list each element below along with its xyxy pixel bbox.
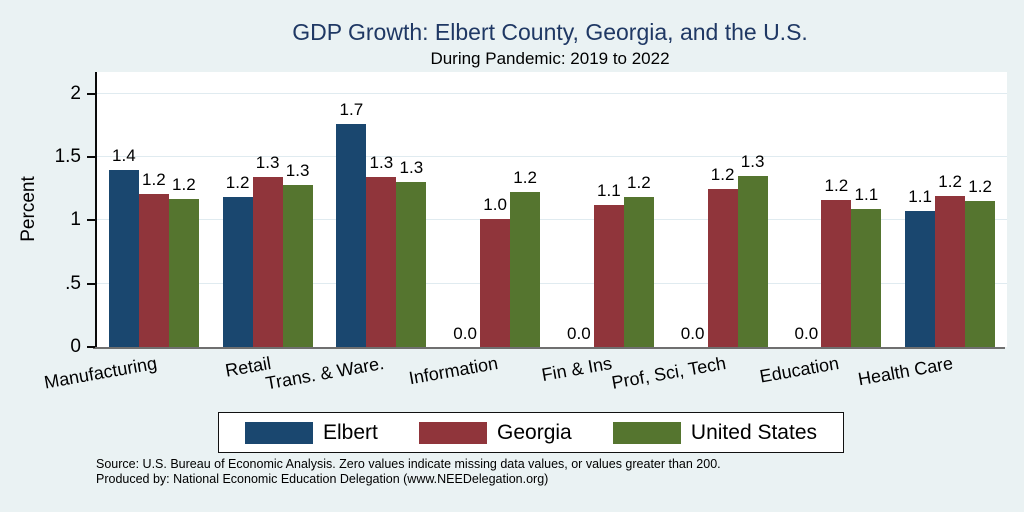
y-tick-mark — [87, 346, 95, 348]
x-axis — [93, 347, 1005, 349]
bar — [623, 197, 654, 347]
chart-title: GDP Growth: Elbert County, Georgia, and … — [292, 19, 808, 45]
bar-value-label: 1.2 — [225, 173, 250, 193]
bar-value-label: 1.1 — [854, 184, 879, 204]
bar-value-label: 1.2 — [627, 173, 651, 193]
x-tick-label: Health Care — [856, 353, 955, 390]
bar — [851, 208, 882, 347]
bar-value-label: 1.2 — [968, 177, 992, 197]
legend-swatch-georgia — [419, 421, 488, 444]
bar-group: 0.0 1.2 1.1 — [780, 72, 894, 347]
bar — [480, 219, 511, 347]
bar-value-label: 1.2 — [513, 168, 537, 188]
bar — [138, 193, 169, 347]
bar — [737, 175, 768, 347]
bar — [366, 177, 397, 347]
legend-label-elbert: Elbert — [323, 420, 378, 444]
plot-wrap: Percent 1.4 1.2 1.2 1.2 1.3 1.3 1.7 1.3 1.3 0.0 1.… — [18, 72, 1007, 393]
x-tick-label: Prof, Sci, Tech — [609, 353, 728, 393]
bar-value-label: 1.4 — [112, 145, 136, 165]
bar-group: 1.4 1.2 1.2 — [97, 72, 211, 347]
legend-swatch-elbert — [245, 421, 313, 444]
legend-label-georgia: Georgia — [497, 420, 572, 444]
bar-value-label: 1.2 — [710, 164, 735, 184]
legend-swatch-united-states — [612, 421, 681, 444]
bar — [821, 200, 852, 347]
bar-value-label: 1.3 — [255, 153, 280, 173]
y-tick-label: 1 — [70, 209, 81, 231]
x-tick-label: Education — [758, 353, 841, 387]
bar-group: 0.0 1.0 1.2 — [438, 72, 552, 347]
bar-value-label: 1.3 — [285, 160, 310, 180]
y-tick-label: 0 — [70, 336, 81, 357]
bar-value-label: 1.1 — [908, 187, 932, 207]
bar — [282, 184, 313, 347]
bar-value-label: 1.7 — [339, 99, 364, 119]
bar — [252, 177, 283, 347]
legend-item-georgia: Georgia — [419, 421, 572, 445]
x-tick-label: Trans. & Ware. — [264, 353, 386, 394]
plot-area: 1.4 1.2 1.2 1.2 1.3 1.3 1.7 1.3 1.3 0.0 1.0 1.2 0.0 1… — [95, 72, 1007, 347]
bar-group: 1.1 1.2 1.2 — [893, 72, 1007, 347]
source-note-line1: Source: U.S. Bureau of Economic Analysis… — [96, 457, 721, 471]
gridline — [97, 282, 1007, 284]
y-tick-label: .5 — [65, 272, 81, 294]
bar — [905, 211, 936, 347]
x-tick-label: Information — [407, 353, 500, 389]
bar — [965, 201, 996, 347]
chart-subtitle: During Pandemic: 2019 to 2022 — [430, 49, 670, 68]
gridline — [97, 92, 1007, 94]
bar-value-label: 1.1 — [597, 181, 621, 201]
bar — [396, 182, 427, 347]
bar-value-label: 0.0 — [680, 324, 705, 343]
x-tick-label: Fin & Ins — [539, 353, 614, 386]
bar-value-label: 1.3 — [740, 151, 765, 171]
bar — [168, 198, 199, 347]
y-tick-mark — [87, 282, 95, 285]
bar — [510, 192, 541, 347]
bar-value-label: 1.3 — [399, 158, 424, 178]
bar — [336, 123, 367, 347]
x-tick-label: Manufacturing — [42, 353, 159, 393]
source-note-line2: Produced by: National Economic Education… — [96, 472, 549, 486]
bar-value-label: 0.0 — [567, 324, 591, 343]
bar — [935, 196, 966, 347]
bar-value-label: 1.2 — [824, 176, 849, 195]
bar-group: 1.2 1.3 1.3 — [211, 72, 325, 347]
bar-value-label: 1.2 — [172, 174, 196, 194]
bar-value-label: 1.2 — [142, 169, 166, 189]
legend-item-united-states: United States — [612, 420, 817, 445]
bar — [707, 188, 738, 347]
legend-label-united-states: United States — [690, 420, 817, 444]
bar-group: 0.0 1.1 1.2 — [552, 72, 666, 347]
legend: Elbert Georgia United States — [218, 412, 844, 453]
gridline — [97, 155, 1007, 157]
bar-group: 0.0 1.2 1.3 — [666, 72, 780, 347]
bar-value-label: 0.0 — [453, 324, 477, 343]
bar — [593, 205, 624, 347]
bar-group: 1.7 1.3 1.3 — [325, 72, 439, 347]
legend-item-elbert: Elbert — [245, 421, 378, 445]
y-tick-mark — [87, 219, 95, 222]
bar-value-label: 1.2 — [938, 172, 962, 192]
y-tick-label: 2 — [70, 82, 81, 104]
gridline — [97, 219, 1007, 221]
y-tick-mark — [87, 92, 95, 95]
y-tick-mark — [87, 155, 95, 158]
bar-value-label: 1.0 — [483, 195, 507, 215]
bar-value-label: 1.3 — [369, 153, 394, 173]
bar — [108, 169, 139, 347]
y-axis-title: Percent — [18, 176, 39, 242]
y-tick-label: 1.5 — [54, 145, 81, 167]
bar — [222, 197, 253, 347]
bar-value-label: 0.0 — [794, 324, 819, 343]
